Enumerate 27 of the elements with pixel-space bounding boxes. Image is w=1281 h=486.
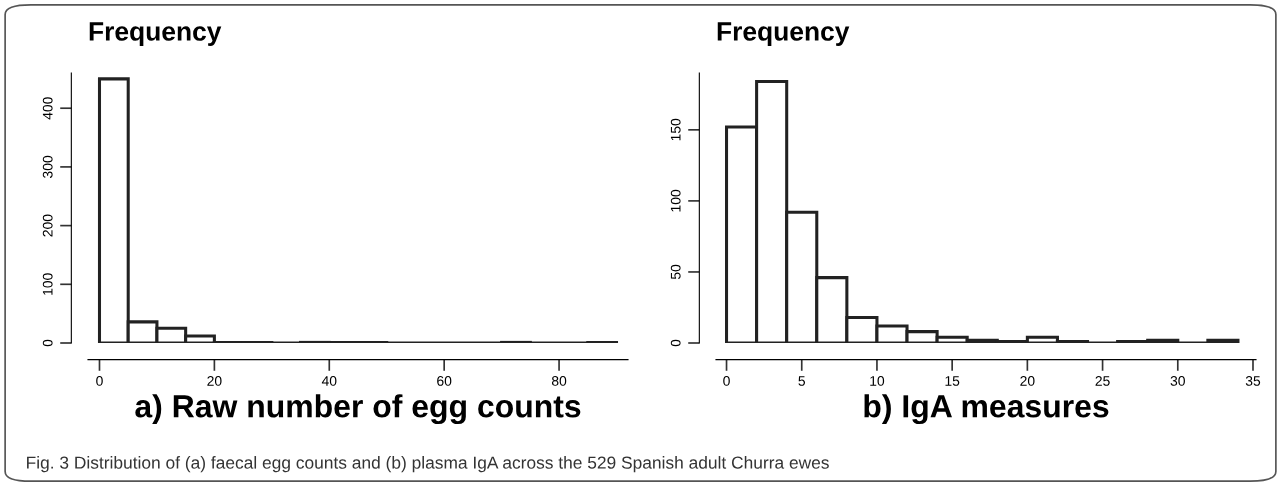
y-axis-title: Frequency xyxy=(717,22,850,46)
y-tick-label: 400 xyxy=(42,97,53,120)
x-tick-label: 0 xyxy=(723,376,730,386)
y-tick-label: 100 xyxy=(670,189,681,212)
x-tick-label: 40 xyxy=(321,376,337,386)
x-tick-label: 20 xyxy=(207,376,222,386)
y-tick-label: 0 xyxy=(670,339,681,347)
y-tick-label: 200 xyxy=(42,214,53,237)
x-tick-label: 20 xyxy=(1020,376,1035,386)
y-tick-label: 300 xyxy=(42,155,53,178)
y-tick-label: 50 xyxy=(670,264,681,280)
x-tick-label: 30 xyxy=(1170,376,1185,386)
x-tick-label: 60 xyxy=(437,376,452,386)
y-tick-label: 100 xyxy=(42,273,53,295)
y-tick-label: 150 xyxy=(670,118,681,141)
x-tick-label: 80 xyxy=(551,376,567,386)
x-axis-title: b) IgA measures xyxy=(864,394,1109,425)
x-axis-title: a) Raw number of egg counts xyxy=(135,394,581,425)
x-tick-label: 0 xyxy=(96,376,103,386)
x-tick-label: 10 xyxy=(870,376,885,386)
y-axis-title: Frequency xyxy=(89,22,222,46)
x-tick-label: 25 xyxy=(1095,376,1110,386)
x-tick-label: 5 xyxy=(798,376,806,386)
x-tick-label: 35 xyxy=(1245,376,1261,386)
x-tick-label: 15 xyxy=(945,376,960,386)
caption: Fig. 3 Distribution of (a) faecal egg counts and (b) plasma IgA across the 529 Spanish adult Churra ewes xyxy=(27,456,829,473)
y-tick-label: 0 xyxy=(42,339,53,347)
